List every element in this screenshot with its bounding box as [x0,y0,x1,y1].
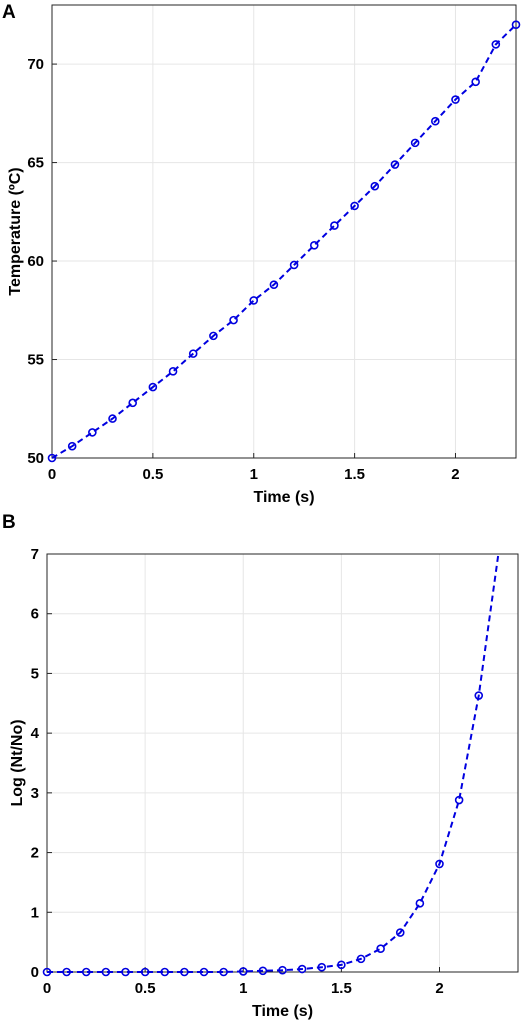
x-tick-label: 1.5 [331,980,352,997]
data-point [47,453,57,463]
x-tick-label: 2 [435,980,443,997]
data-point [188,349,198,358]
data-point [511,20,521,29]
log-reduction-chart: 0 0.5 1 1.5 2 0 1 2 3 4 5 6 7 Time (s) Log (Nt/No) [9,546,519,1020]
data-point [67,441,77,451]
data-point [415,899,425,908]
temperature-chart: 0 0.5 1 1.5 2 50 55 60 65 70 Time (s) Temperature (… [7,4,521,506]
data-point [317,962,327,972]
y-axis-label: Temperature (ºC) [7,167,24,295]
y-tick-label: 1 [31,904,39,921]
data-point [350,201,359,211]
data-point [62,967,71,977]
y-tick-label: 6 [31,606,39,623]
data-point [81,967,91,977]
x-axis-label: Time (s) [253,489,314,506]
panel-label-b: B [2,512,16,533]
data-point [454,795,464,805]
data-point [42,967,52,977]
x-tick-label: 1 [250,466,258,483]
y-tick-label: 5 [31,665,39,682]
data-point [297,964,307,974]
data-point [376,944,385,954]
data-point [168,367,178,376]
data-point [269,280,279,289]
x-tick-label: 0.5 [142,466,163,483]
data-point [199,967,209,977]
data-point [160,967,170,977]
data-point [128,398,137,408]
y-tick-label: 2 [31,845,39,862]
data-point [249,296,259,305]
data-point [101,967,111,977]
data-point [108,414,117,423]
data-point [370,181,380,191]
y-tick-label: 3 [31,785,39,802]
data-point [209,331,218,341]
y-tick-label: 4 [31,725,40,742]
data-point [474,691,484,700]
data-point [121,967,130,977]
data-point [337,960,346,970]
data-point [431,116,440,126]
y-axis-label: Log (Nt/No) [9,719,26,806]
data-point [491,40,501,49]
y-tick-label: 0 [31,964,39,981]
y-tick-label: 55 [27,352,44,369]
panel-label-a: A [2,2,16,23]
data-point [356,954,366,964]
series-line [51,23,517,459]
y-tick-label: 50 [27,450,44,467]
data-point [435,859,444,869]
data-point [395,928,405,937]
x-axis-label: Time (s) [252,1003,313,1020]
data-point [309,240,319,250]
series-line [47,553,500,973]
y-tick-label: 60 [27,253,44,270]
data-point [410,138,420,148]
x-tick-label: 1 [239,980,247,997]
data-point [219,967,228,977]
y-tick-label: 70 [27,56,44,73]
data-point [390,160,400,169]
data-point [180,967,189,977]
data-point [148,382,158,392]
x-tick-label: 0 [43,980,51,997]
plot-frame [46,553,519,973]
data-point [289,260,299,270]
x-tick-label: 1.5 [344,466,365,483]
data-point [471,77,480,87]
data-point [330,221,339,230]
data-point [140,967,150,977]
data-point [451,95,460,104]
data-point [88,428,97,437]
data-point [229,315,238,325]
x-tick-label: 2 [451,466,459,483]
x-tick-label: 0.5 [135,980,156,997]
y-tick-label: 7 [31,546,39,563]
data-point [258,966,268,976]
plot-frame [51,4,517,459]
data-point [278,965,287,975]
x-tick-label: 0 [48,466,56,483]
data-point [238,967,248,976]
y-tick-label: 65 [27,155,44,172]
